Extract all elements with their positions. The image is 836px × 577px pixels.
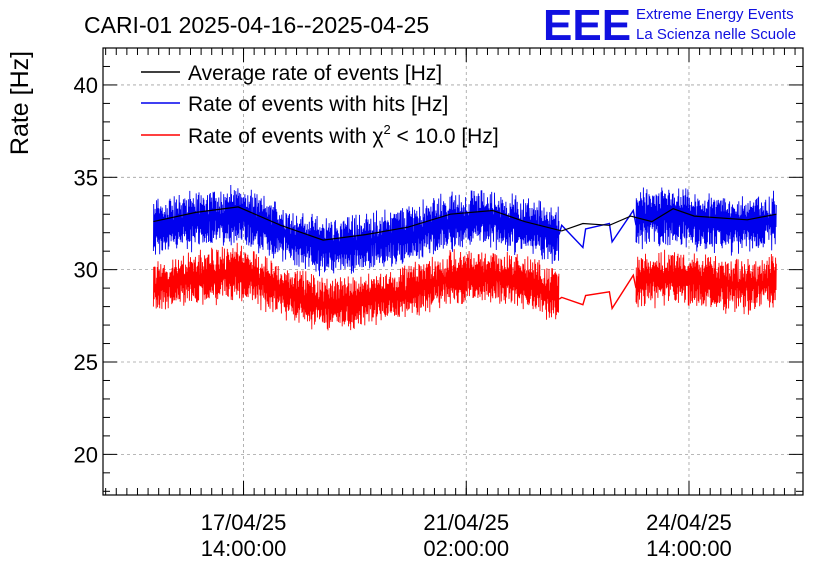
series-2 bbox=[152, 242, 777, 331]
eee-logo-line1: Extreme Energy Events bbox=[636, 6, 794, 23]
series-1 bbox=[152, 184, 777, 277]
chart-title: CARI-01 2025-04-16--2025-04-25 bbox=[84, 12, 429, 38]
x-tick-label-time-1: 02:00:00 bbox=[423, 536, 509, 561]
x-tick-label-date-2: 24/04/25 bbox=[646, 510, 732, 535]
x-tick-label-time-2: 14:00:00 bbox=[646, 536, 732, 561]
legend-label-chi2-prefix: Rate of events with bbox=[188, 125, 372, 148]
series-gap-segment-1 bbox=[558, 208, 637, 250]
legend-item-hits: Rate of events with hits [Hz] bbox=[141, 93, 448, 116]
legend-label-average: Average rate of events [Hz] bbox=[188, 62, 442, 85]
y-tick-label-20: 20 bbox=[74, 442, 98, 467]
legend-item-chi2: Rate of events with χ2 < 10.0 [Hz] bbox=[141, 122, 499, 148]
legend-label-chi2: Rate of events with χ2 < 10.0 [Hz] bbox=[188, 122, 499, 148]
series-0 bbox=[153, 206, 777, 241]
legend: Average rate of events [Hz] Rate of even… bbox=[141, 62, 499, 148]
x-tick-label-time-0: 14:00:00 bbox=[201, 536, 287, 561]
eee-logo-mark: EEE bbox=[543, 1, 631, 50]
legend-item-average: Average rate of events [Hz] bbox=[141, 62, 442, 85]
legend-label-chi2-symbol: χ bbox=[372, 125, 383, 148]
y-tick-label-40: 40 bbox=[74, 73, 98, 98]
y-tick-label-35: 35 bbox=[74, 165, 98, 190]
y-tick-label-25: 25 bbox=[74, 350, 98, 375]
plot-frame bbox=[102, 47, 804, 496]
data-layer bbox=[152, 184, 777, 331]
series-trace-1 bbox=[152, 184, 777, 277]
y-tick-label-30: 30 bbox=[74, 258, 98, 283]
series-trace-2 bbox=[152, 242, 777, 331]
legend-label-hits: Rate of events with hits [Hz] bbox=[188, 93, 448, 116]
x-tick-label-date-0: 17/04/25 bbox=[201, 510, 287, 535]
x-tick-label-date-1: 21/04/25 bbox=[423, 510, 509, 535]
series-line-average bbox=[153, 206, 777, 241]
y-axis-label: Rate [Hz] bbox=[6, 51, 34, 155]
series-gap-segment-2 bbox=[558, 273, 637, 311]
legend-label-chi2-suffix: < 10.0 [Hz] bbox=[391, 125, 499, 148]
axis-layer: 202530354017/04/2514:00:0021/04/2502:00:… bbox=[74, 47, 804, 561]
eee-logo-line2: La Scienza nelle Scuole bbox=[636, 26, 796, 43]
legend-label-chi2-superscript: 2 bbox=[383, 122, 390, 137]
eee-logo: EEE Extreme Energy Events La Scienza nel… bbox=[543, 1, 796, 50]
